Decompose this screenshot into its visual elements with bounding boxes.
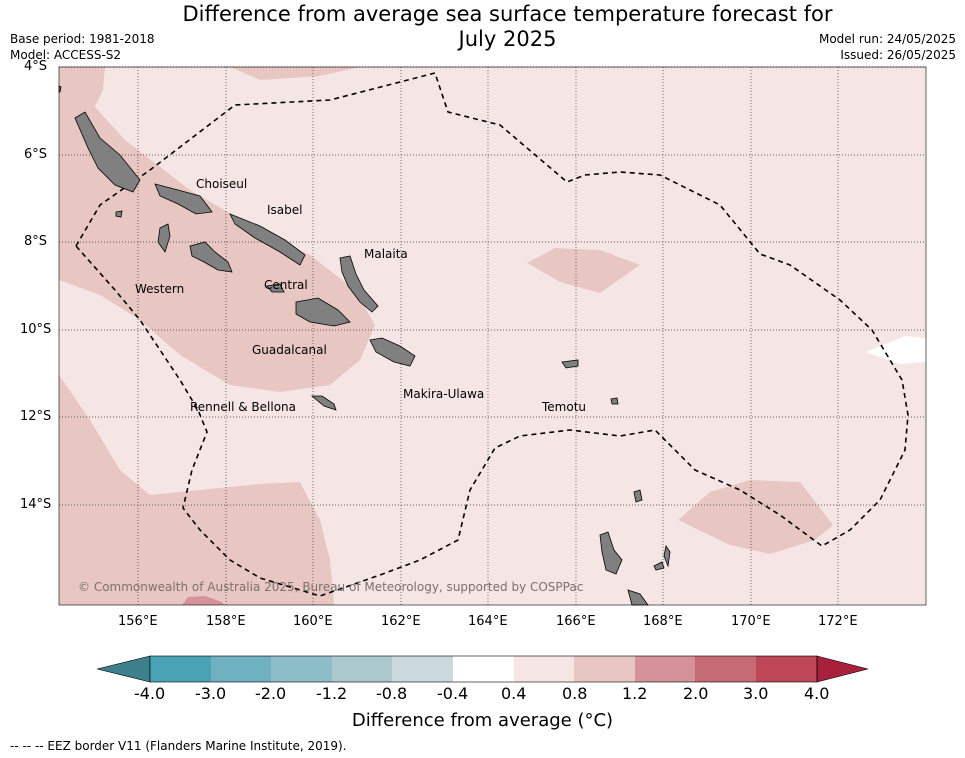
lon-label-160e: 160°E (293, 614, 333, 629)
place-western: Western (135, 282, 185, 296)
colorbar-tick-11: 3.0 (743, 684, 769, 703)
anomaly-patch-central (527, 248, 640, 293)
island-santa-cruz (561, 359, 579, 369)
island-western-group (189, 241, 233, 273)
colorbar-tick-8: 0.8 (562, 684, 588, 703)
place-guadalcanal: Guadalcanal (252, 343, 327, 357)
island-pentecost (663, 544, 671, 568)
island-banks (633, 489, 643, 503)
colorbar-tick-3: -2.0 (255, 684, 287, 703)
anomaly-patch-south-east (678, 480, 833, 554)
colorbar-tick-1: -4.0 (134, 684, 166, 703)
anomaly-patch-north-west (59, 67, 105, 120)
model-run-text: Model run: 24/05/2025 (818, 32, 956, 46)
lat-label-8s: 8°S (24, 234, 48, 249)
colorbar-swatch-11 (756, 656, 817, 682)
lon-label-156e: 156°E (118, 614, 158, 629)
anomaly-patch-south-west (59, 375, 334, 605)
neutral-patch-east (866, 336, 926, 364)
colorbar-swatch-1 (150, 656, 211, 682)
place-central: Central (264, 278, 308, 292)
place-malaita: Malaita (364, 247, 408, 261)
eez-border (75, 72, 909, 597)
colorbar-outline (149, 655, 818, 683)
colorbar-swatch-10 (695, 656, 756, 682)
base-period-text: Base period: 1981-2018 (10, 32, 155, 46)
island-isabel (229, 213, 306, 266)
colorbar-swatch-8 (574, 656, 635, 682)
island-vanikoro (610, 397, 619, 405)
island-maewo (653, 561, 665, 571)
islands (58, 85, 671, 606)
colorbar-swatch-4 (332, 656, 393, 682)
island-espiritu-santo (599, 531, 623, 575)
colorbar (96, 655, 869, 683)
lon-label-158e: 158°E (206, 614, 246, 629)
colorbar-tick-7: 0.4 (501, 684, 527, 703)
island-central (266, 283, 285, 293)
lon-label-170e: 170°E (731, 614, 771, 629)
place-choiseul: Choiseul (196, 177, 248, 191)
place-temotu: Temotu (542, 400, 587, 414)
colorbar-extend-high (816, 655, 869, 683)
colorbar-swatch-7 (514, 656, 575, 682)
colorbar-tick-5: -0.8 (376, 684, 408, 703)
island-choiseul (74, 111, 141, 193)
island-makira (369, 337, 416, 367)
copyright-credit: © Commonwealth of Australia 2025, Bureau… (78, 580, 584, 594)
model-text: Model: ACCESS-S2 (10, 48, 122, 62)
lon-label-164e: 164°E (468, 614, 508, 629)
lon-label-166e: 166°E (556, 614, 596, 629)
lat-label-10s: 10°S (20, 322, 52, 337)
colorbar-swatch-2 (211, 656, 272, 682)
lon-label-168e: 168°E (643, 614, 683, 629)
place-makira-ulawa: Makira-Ulawa (403, 387, 485, 401)
colorbar-tick-4: -1.2 (316, 684, 348, 703)
colorbar-swatch-5 (392, 656, 453, 682)
lon-label-172e: 172°E (818, 614, 858, 629)
map-title-line2: July 2025 (458, 27, 557, 51)
eez-legend-note: -- -- -- EEZ border V11 (Flanders Marine… (10, 739, 347, 753)
anomaly-band-island-chain (59, 85, 375, 392)
map-title-line1: Difference from average sea surface temp… (182, 2, 833, 26)
island-malaita (339, 255, 379, 313)
island-guadalcanal (295, 297, 351, 327)
lat-label-4s: 4°S (24, 59, 48, 74)
place-isabel: Isabel (267, 203, 303, 217)
island-vella (157, 223, 171, 253)
meta-right: Model run: 24/05/2025 Issued: 26/05/2025 (819, 31, 956, 63)
lon-label-162e: 162°E (381, 614, 421, 629)
island-new-georgia (154, 183, 213, 215)
meta-left: Base period: 1981-2018 Model: ACCESS-S2 (10, 31, 155, 63)
lat-label-6s: 6°S (24, 147, 48, 162)
colorbar-swatch-6 (453, 656, 514, 682)
colorbar-swatch-3 (271, 656, 332, 682)
colorbar-extend-low (96, 655, 151, 683)
map-frame (58, 66, 927, 606)
colorbar-title: Difference from average (°C) (351, 710, 614, 731)
map-title: Difference from average sea surface temp… (0, 2, 965, 52)
colorbar-tick-12: 4.0 (804, 684, 830, 703)
anomaly-patch-north (230, 67, 360, 80)
colorbar-swatch-9 (635, 656, 696, 682)
issued-text: Issued: 26/05/2025 (840, 48, 956, 62)
anomaly-patch-warm-south (182, 596, 224, 605)
colorbar-tick-9: 1.2 (622, 684, 648, 703)
colorbar-tick-6: -0.4 (437, 684, 469, 703)
lat-label-12s: 12°S (20, 409, 52, 424)
place-rennell-bellona: Rennell & Bellona (190, 400, 297, 414)
colorbar-tick-10: 2.0 (683, 684, 709, 703)
lat-label-14s: 14°S (20, 497, 52, 512)
island-gizo (115, 210, 123, 218)
colorbar-tick-2: -3.0 (195, 684, 227, 703)
island-rennell (310, 395, 337, 411)
